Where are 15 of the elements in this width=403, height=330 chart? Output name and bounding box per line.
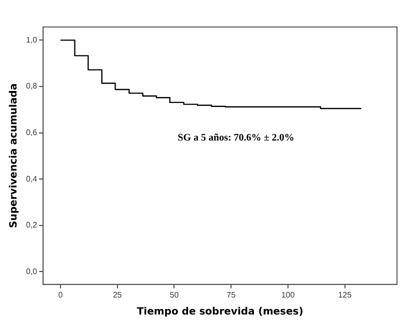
y-tick-label: 0,4	[26, 174, 38, 184]
x-tick-label: 125	[338, 290, 352, 300]
x-tick-label: 100	[281, 290, 296, 300]
y-tick-label: 1,0	[26, 35, 38, 44]
y-tick-label: 0,8	[26, 82, 38, 91]
y-axis-title: Supervivencia acumulada	[8, 83, 20, 228]
y-tick-label: 0,6	[26, 128, 38, 137]
x-tick-label: 50	[170, 290, 180, 300]
x-axis-title: Tiempo de sobrevida (meses)	[136, 306, 304, 318]
x-tick-label: 75	[226, 290, 236, 300]
x-tick-label: 25	[112, 290, 122, 300]
annotation: SG a 5 años: 70.6% ± 2.0%	[178, 132, 294, 144]
x-tick-label: 0	[58, 290, 64, 300]
y-tick-label: 0,2	[26, 220, 38, 230]
y-tick-label: 0,0	[26, 266, 38, 276]
